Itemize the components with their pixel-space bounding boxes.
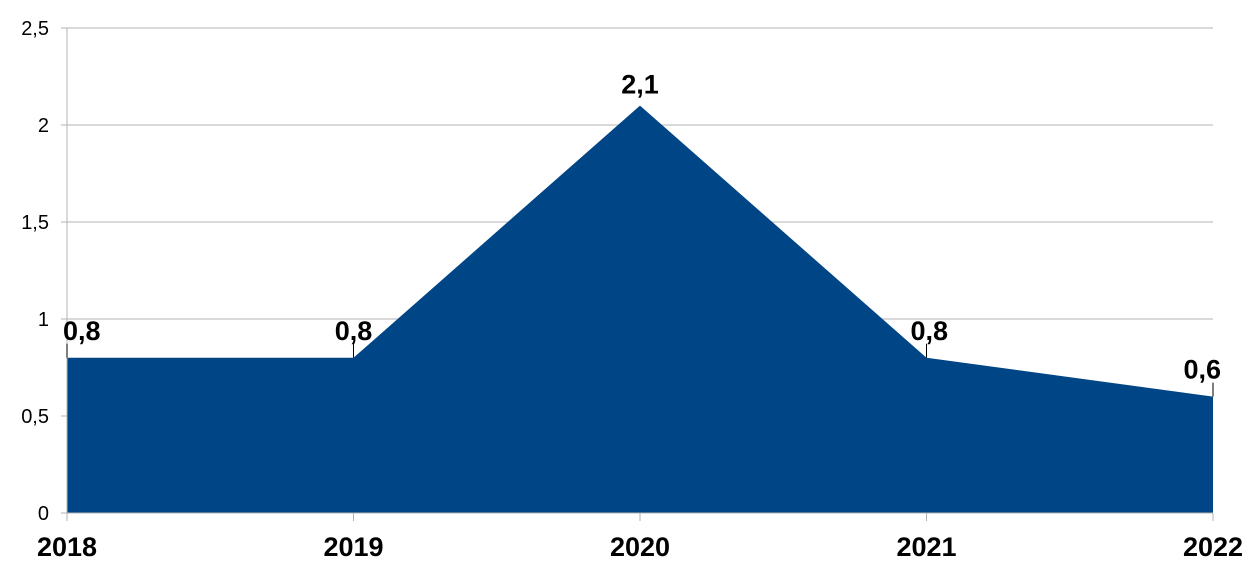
data-label: 0,8 — [911, 316, 949, 346]
y-tick-label: 2,5 — [21, 18, 49, 40]
axes — [61, 27, 1214, 521]
x-tick-label: 2018 — [37, 532, 97, 560]
y-tick-label: 0 — [38, 503, 49, 525]
x-tick-label: 2020 — [610, 532, 670, 560]
data-label: 2,1 — [621, 70, 659, 100]
data-labels: 0,8 0,8 2,1 0,8 0,6 — [63, 70, 1221, 385]
data-label: 0,8 — [63, 316, 101, 346]
y-tick-label: 2 — [38, 115, 49, 137]
x-tick-label: 2022 — [1183, 532, 1243, 560]
y-tick-label: 1 — [38, 309, 49, 331]
data-label: 0,8 — [335, 316, 373, 346]
x-tick-labels: 2018 2019 2020 2021 2022 — [37, 532, 1243, 562]
y-tick-labels: 0 0,5 1 1,5 2 2,5 — [21, 18, 49, 525]
data-label: 0,6 — [1183, 355, 1221, 385]
y-tick-label: 1,5 — [21, 212, 49, 234]
x-tick-label: 2021 — [896, 532, 956, 560]
data-label-leaders — [66, 343, 1214, 397]
area-fill — [67, 105, 1213, 513]
x-tick-label: 2019 — [323, 532, 383, 560]
area-series — [67, 105, 1213, 513]
y-tick-label: 0,5 — [21, 406, 49, 428]
